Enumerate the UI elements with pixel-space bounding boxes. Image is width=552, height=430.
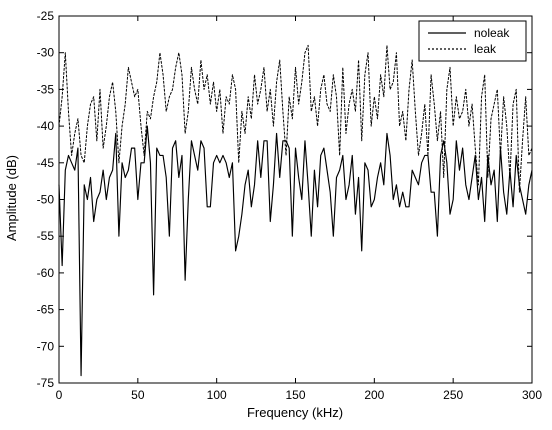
- y-tick-label: -35: [37, 82, 55, 96]
- x-tick-label: 300: [522, 388, 542, 402]
- legend-leak-label: leak: [474, 42, 497, 56]
- series-line-leak: [58, 44, 533, 193]
- legend: noleak leak: [418, 20, 527, 62]
- y-tick-label: -70: [37, 339, 55, 353]
- y-tick-label: -55: [37, 229, 55, 243]
- y-tick-label: -25: [37, 9, 55, 23]
- legend-box: [418, 20, 527, 62]
- y-tick-label: -60: [37, 266, 55, 280]
- ticks-layer: 0 50 100 150 200 250 300 -75 -70 -65 -60 -55 -50 -45 -…: [37, 9, 543, 402]
- x-tick-label: 150: [285, 388, 305, 402]
- y-tick-label: -45: [37, 156, 55, 170]
- legend-noleak-label: noleak: [474, 26, 510, 40]
- x-tick-label: 100: [207, 388, 227, 402]
- x-tick-label: 50: [131, 388, 145, 402]
- x-axis-label: Frequency (kHz): [247, 405, 343, 420]
- x-tick-label: 250: [443, 388, 463, 402]
- y-tick-label: -30: [37, 46, 55, 60]
- series-line-noleak: [58, 125, 533, 377]
- y-tick-label: -50: [37, 193, 55, 207]
- y-axis-label: Amplitude (dB): [4, 155, 19, 241]
- x-tick-label: 200: [364, 388, 384, 402]
- x-tick-label: 0: [56, 388, 63, 402]
- y-tick-label: -75: [37, 376, 55, 390]
- y-tick-label: -40: [37, 119, 55, 133]
- plot-layer: [58, 44, 533, 377]
- y-tick-label: -65: [37, 303, 55, 317]
